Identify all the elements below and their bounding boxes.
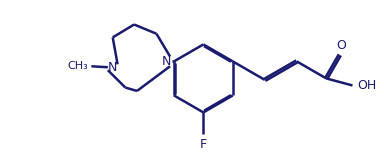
Text: N: N: [108, 61, 118, 74]
Text: N: N: [162, 55, 171, 68]
Text: O: O: [336, 39, 346, 52]
Text: CH₃: CH₃: [68, 61, 88, 71]
Text: OH: OH: [358, 79, 377, 92]
Text: F: F: [200, 138, 207, 151]
